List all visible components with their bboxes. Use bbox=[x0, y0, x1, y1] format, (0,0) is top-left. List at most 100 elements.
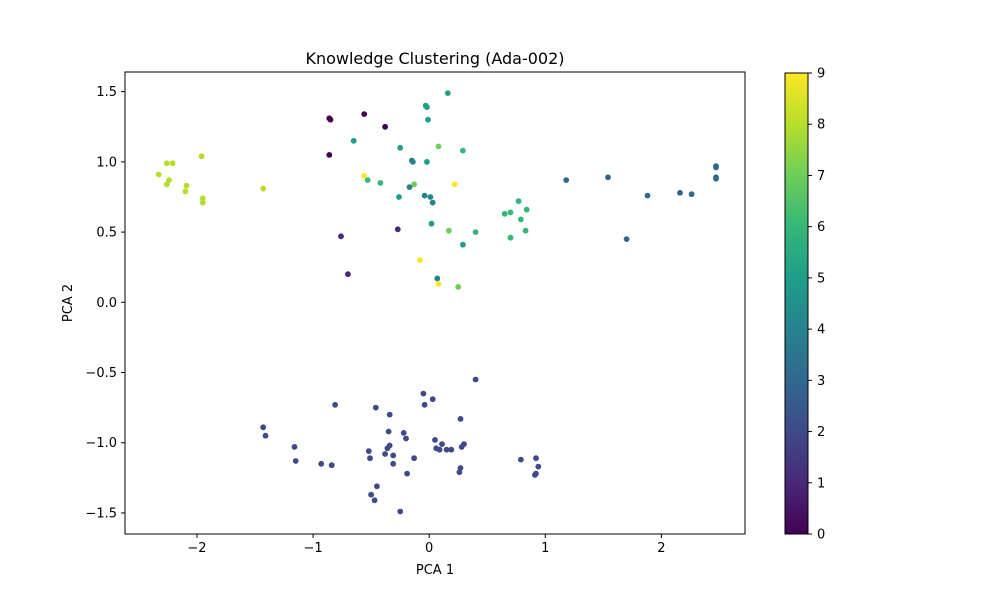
x-tick-label: −2 bbox=[187, 541, 206, 556]
data-point bbox=[182, 188, 189, 195]
data-point bbox=[713, 164, 719, 171]
data-point bbox=[522, 227, 529, 234]
data-point bbox=[535, 463, 542, 470]
data-point bbox=[424, 159, 430, 165]
data-point bbox=[332, 401, 338, 408]
x-tick-label: 0 bbox=[425, 541, 433, 556]
data-point bbox=[199, 199, 206, 206]
data-point bbox=[390, 452, 397, 459]
data-point bbox=[429, 199, 436, 206]
data-point bbox=[523, 206, 530, 213]
data-point bbox=[436, 446, 443, 453]
data-point bbox=[199, 195, 206, 202]
data-point bbox=[396, 194, 402, 200]
data-point bbox=[377, 180, 384, 186]
chart-title: Knowledge Clustering (Ada-002) bbox=[305, 49, 564, 68]
y-tick-label: 1.0 bbox=[96, 155, 117, 170]
data-point bbox=[446, 227, 452, 234]
colorbar-tick-label: 9 bbox=[817, 67, 825, 82]
data-point bbox=[292, 458, 299, 464]
data-point bbox=[424, 104, 430, 110]
x-axis-label: PCA 1 bbox=[416, 563, 454, 578]
x-tick-label: −1 bbox=[304, 541, 323, 556]
data-point bbox=[328, 462, 335, 469]
colorbar-tick-label: 4 bbox=[817, 323, 825, 338]
data-point bbox=[644, 192, 651, 199]
data-point bbox=[291, 444, 298, 450]
data-point bbox=[406, 184, 413, 191]
data-point bbox=[183, 182, 190, 189]
data-point bbox=[361, 111, 368, 117]
colorbar bbox=[784, 72, 809, 535]
data-point bbox=[457, 465, 464, 471]
data-point bbox=[410, 159, 416, 165]
data-point bbox=[421, 192, 428, 199]
x-tick-label: 2 bbox=[657, 541, 665, 556]
data-point bbox=[411, 181, 417, 188]
colorbar-tick-label: 5 bbox=[817, 271, 825, 286]
data-point bbox=[386, 442, 393, 449]
data-point bbox=[455, 284, 462, 290]
data-point bbox=[262, 432, 269, 439]
data-point bbox=[404, 470, 410, 477]
y-tick-label: −1.5 bbox=[85, 506, 117, 521]
x-axis: −2 −1 0 1 2 bbox=[187, 534, 666, 556]
data-point bbox=[439, 441, 445, 447]
data-point bbox=[518, 456, 524, 463]
colorbar-tick-label: 2 bbox=[817, 425, 825, 440]
data-point bbox=[435, 281, 442, 287]
data-point bbox=[518, 216, 524, 223]
data-point bbox=[163, 160, 170, 167]
data-point bbox=[350, 137, 357, 144]
data-point bbox=[382, 123, 388, 130]
colorbar-tick-label: 6 bbox=[817, 220, 825, 235]
data-point bbox=[533, 470, 539, 477]
data-point bbox=[318, 460, 325, 467]
data-point bbox=[382, 451, 388, 457]
data-point bbox=[198, 153, 205, 160]
data-point bbox=[338, 233, 344, 240]
colorbar-tick-label: 0 bbox=[817, 528, 825, 543]
data-point bbox=[372, 404, 379, 411]
data-point bbox=[371, 497, 378, 504]
data-point bbox=[420, 390, 427, 397]
data-point bbox=[515, 198, 522, 205]
data-point bbox=[623, 236, 630, 243]
y-axis: −1.5 −1.0 −0.5 0.0 0.5 1.0 1.5 bbox=[85, 85, 125, 521]
data-point bbox=[403, 435, 409, 442]
colorbar-tick-label: 3 bbox=[817, 374, 825, 389]
data-point bbox=[425, 116, 431, 123]
data-point bbox=[428, 220, 435, 227]
y-axis-label: PCA 2 bbox=[61, 284, 76, 322]
data-point bbox=[411, 455, 417, 462]
data-point bbox=[417, 257, 423, 264]
data-point bbox=[605, 174, 611, 181]
y-tick-label: 0.0 bbox=[96, 296, 117, 311]
data-point bbox=[155, 171, 162, 178]
x-tick-label: 1 bbox=[541, 541, 549, 556]
data-point bbox=[460, 241, 466, 248]
colorbar-tick-label: 7 bbox=[817, 169, 825, 184]
colorbar-tick-label: 8 bbox=[817, 118, 825, 133]
data-point bbox=[397, 508, 404, 515]
data-point bbox=[385, 428, 392, 435]
data-point bbox=[460, 147, 466, 154]
data-point bbox=[457, 416, 464, 422]
data-point bbox=[533, 455, 539, 462]
data-point bbox=[444, 90, 451, 96]
data-point bbox=[397, 144, 404, 151]
data-point bbox=[166, 177, 173, 184]
data-point bbox=[472, 376, 479, 383]
data-point bbox=[345, 271, 351, 278]
data-point bbox=[461, 441, 467, 447]
data-point bbox=[394, 226, 401, 233]
data-point bbox=[429, 396, 436, 403]
data-point bbox=[713, 174, 719, 181]
data-point bbox=[563, 177, 570, 184]
data-point bbox=[507, 234, 514, 241]
data-point bbox=[368, 491, 374, 498]
colorbar-axis: 0 1 2 3 4 5 6 7 8 9 bbox=[808, 67, 825, 543]
data-point bbox=[364, 177, 371, 184]
colorbar-tick-label: 1 bbox=[817, 476, 825, 491]
